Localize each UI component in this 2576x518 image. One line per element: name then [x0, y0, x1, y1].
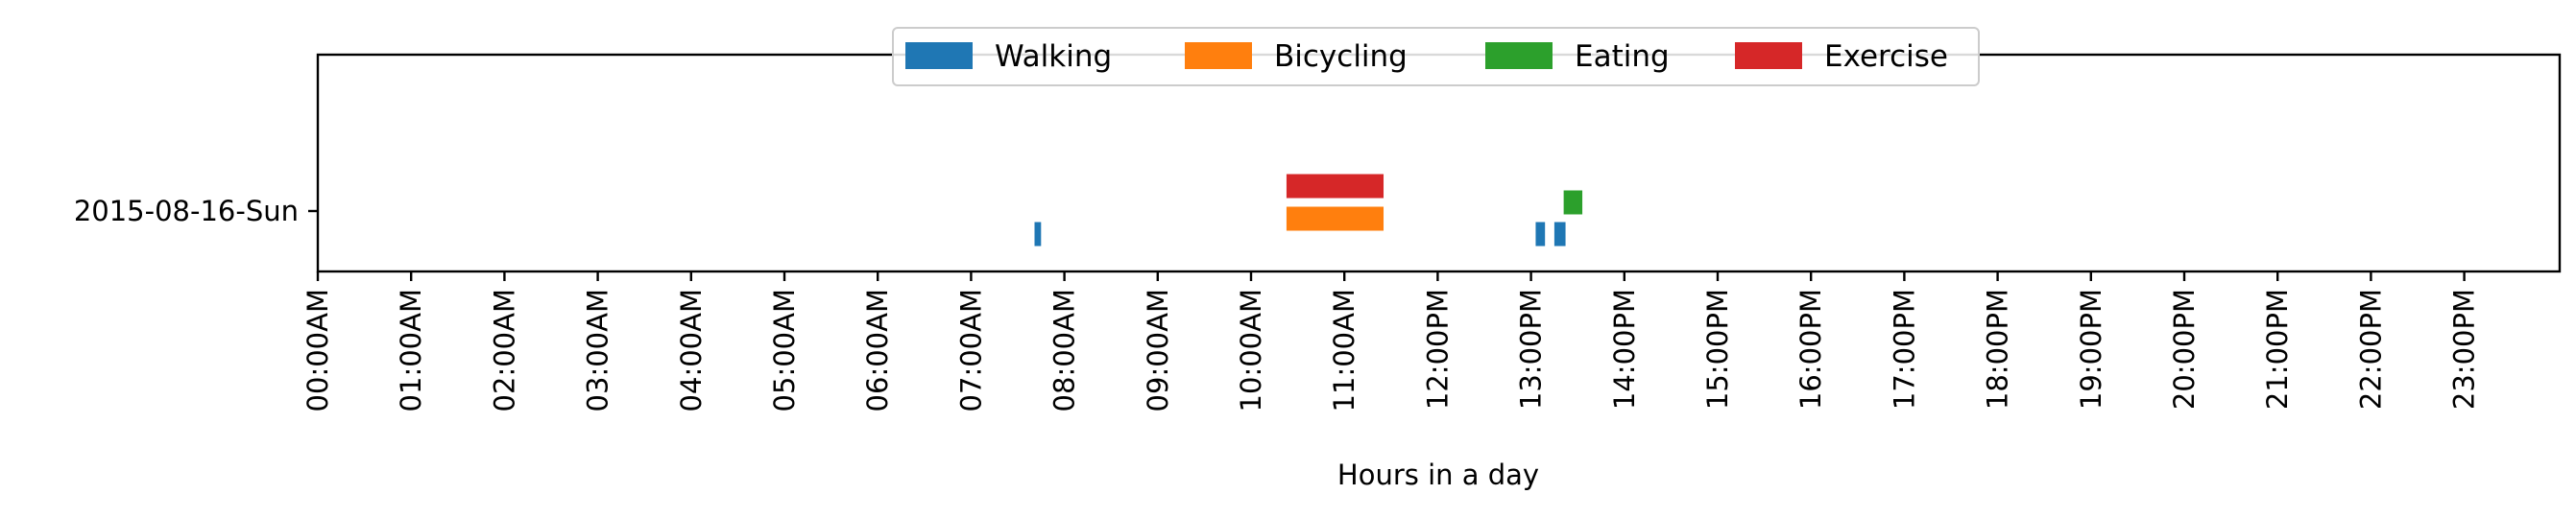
legend-item-bicycling: Bicycling: [1185, 39, 1408, 74]
bar-walking-1: [1034, 222, 1042, 247]
activity-bars: [1034, 174, 1583, 247]
x-tick-label: 10:00AM: [1235, 289, 1267, 412]
bar-bicycling-1: [1286, 206, 1384, 231]
bar-eating-1: [1563, 190, 1583, 215]
bar-exercise-1: [1286, 174, 1384, 199]
legend-box: [892, 27, 1980, 86]
bar-walking-3: [1553, 222, 1566, 247]
legend-swatch: [905, 42, 973, 69]
legend: Walking Bicycling Eating Exercise: [892, 27, 1980, 86]
legend-label: Bicycling: [1274, 39, 1408, 74]
legend-item-exercise: Exercise: [1735, 39, 1948, 74]
x-tick-label: 02:00AM: [488, 289, 520, 412]
x-tick-label: 03:00AM: [582, 289, 614, 412]
x-tick-label: 22:00PM: [2354, 289, 2387, 410]
legend-label: Eating: [1575, 39, 1670, 74]
x-tick-label: 06:00AM: [861, 289, 894, 412]
x-tick-label: 04:00AM: [675, 289, 708, 412]
x-tick-label: 08:00AM: [1048, 289, 1081, 412]
legend-label: Exercise: [1824, 39, 1948, 74]
y-axis: 2015-08-16-Sun: [74, 195, 318, 227]
x-tick-label: 21:00PM: [2261, 289, 2294, 410]
legend-swatch: [1185, 42, 1252, 69]
x-tick-label: 13:00PM: [1515, 289, 1548, 410]
x-tick-label: 00:00AM: [301, 289, 334, 412]
x-tick-label: 15:00PM: [1701, 289, 1734, 410]
x-axis: 00:00AM 01:00AM 02:00AM 03:00AM 04:00AM 05:00…: [301, 271, 2481, 412]
x-axis-label: Hours in a day: [1337, 459, 1539, 491]
x-tick-label: 07:00AM: [954, 289, 987, 412]
x-tick-label: 18:00PM: [1982, 289, 2014, 410]
legend-item-eating: Eating: [1485, 39, 1670, 74]
bar-walking-2: [1535, 222, 1546, 247]
x-tick-label: 01:00AM: [395, 289, 427, 412]
legend-swatch: [1485, 42, 1553, 69]
y-tick-label: 2015-08-16-Sun: [74, 195, 299, 227]
legend-label: Walking: [995, 39, 1112, 74]
plot-frame: [316, 53, 2562, 273]
x-tick-label: 09:00AM: [1142, 289, 1174, 412]
legend-swatch: [1735, 42, 1802, 69]
x-tick-label: 12:00PM: [1421, 289, 1454, 410]
x-tick-label: 23:00PM: [2448, 289, 2481, 410]
x-tick-label: 17:00PM: [1888, 289, 1920, 410]
x-tick-label: 16:00PM: [1794, 289, 1827, 410]
x-tick-label: 19:00PM: [2075, 289, 2107, 410]
x-tick-label: 20:00PM: [2168, 289, 2201, 410]
x-tick-label: 05:00AM: [768, 289, 801, 412]
x-tick-label: 11:00AM: [1328, 289, 1360, 412]
x-tick-label: 14:00PM: [1608, 289, 1641, 410]
legend-item-walking: Walking: [905, 39, 1112, 74]
